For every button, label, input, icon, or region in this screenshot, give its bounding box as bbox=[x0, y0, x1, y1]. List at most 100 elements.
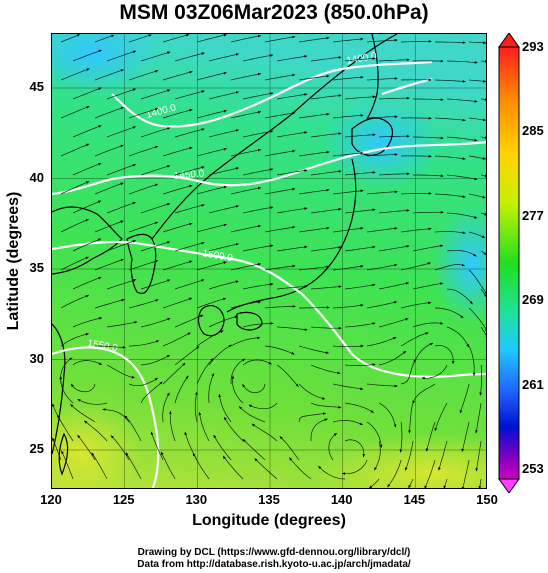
streamline-54 bbox=[128, 108, 159, 119]
streamline-113 bbox=[367, 191, 398, 195]
wind-arrowhead-165 bbox=[394, 263, 398, 267]
streamline-182 bbox=[60, 294, 89, 309]
wind-arrowhead-20 bbox=[338, 56, 342, 59]
wind-arrowhead-205 bbox=[440, 321, 444, 325]
wind-arrowhead-53 bbox=[120, 107, 124, 110]
wind-arrowhead-253 bbox=[248, 404, 252, 408]
streamline-195 bbox=[72, 317, 103, 328]
wind-arrowhead-135 bbox=[257, 224, 261, 228]
x-tick-140: 140 bbox=[330, 492, 353, 507]
wind-arrowhead-311 bbox=[478, 486, 482, 488]
streamline-120 bbox=[174, 204, 205, 214]
wind-arrowhead-287 bbox=[77, 435, 81, 439]
wind-arrowhead-113 bbox=[394, 190, 398, 194]
streamline-300 bbox=[91, 452, 108, 480]
wind-arrowhead-190 bbox=[360, 303, 364, 307]
streamline-40 bbox=[106, 88, 137, 100]
streamline-185 bbox=[162, 297, 193, 309]
lat-lon-grid bbox=[52, 34, 486, 488]
streamline-172 bbox=[174, 279, 205, 290]
streamline-170 bbox=[106, 279, 137, 290]
streamline-127 bbox=[413, 211, 444, 214]
wind-arrowhead-98 bbox=[338, 170, 342, 173]
streamline-4 bbox=[197, 34, 227, 43]
wind-arrowhead-117 bbox=[97, 200, 102, 204]
wind-arrowhead-294 bbox=[333, 433, 337, 436]
wind-arrowhead-302 bbox=[161, 451, 164, 455]
streamline-278 bbox=[223, 416, 244, 442]
wind-arrowhead-33 bbox=[326, 74, 330, 78]
wind-arrowhead-228 bbox=[337, 371, 341, 375]
streamline-268 bbox=[333, 420, 363, 426]
wind-arrowhead-48 bbox=[406, 96, 410, 100]
wind-arrowhead-173 bbox=[235, 280, 239, 284]
wind-arrowhead-0 bbox=[76, 34, 80, 37]
streamline-249 bbox=[140, 381, 163, 404]
streamline-283 bbox=[404, 440, 414, 471]
streamline-107 bbox=[162, 184, 193, 195]
streamline-53 bbox=[94, 106, 124, 119]
wind-arrowhead-172 bbox=[201, 279, 205, 282]
contour-1550 bbox=[52, 346, 160, 488]
wind-arrowhead-169 bbox=[98, 276, 102, 280]
wind-arrowhead-36 bbox=[428, 78, 432, 82]
wind-arrowhead-242 bbox=[360, 387, 364, 391]
wind-arrowhead-86 bbox=[360, 151, 364, 155]
wind-arrowhead-81 bbox=[189, 146, 193, 150]
wind-arrowhead-247 bbox=[59, 376, 63, 380]
wind-arrowhead-4 bbox=[223, 34, 227, 37]
wind-arrowhead-307 bbox=[318, 466, 322, 469]
wind-arrowhead-226 bbox=[268, 361, 272, 365]
wind-arrowhead-295 bbox=[342, 472, 346, 476]
streamline-302 bbox=[160, 451, 176, 480]
streamline-114 bbox=[401, 193, 432, 195]
wind-arrowhead-252 bbox=[231, 375, 235, 379]
wind-arrowhead-49 bbox=[440, 98, 444, 101]
streamline-76 bbox=[447, 136, 478, 141]
wind-arrowhead-104 bbox=[85, 181, 89, 184]
height-contours bbox=[52, 60, 486, 488]
streamline-130 bbox=[60, 218, 89, 233]
x-tick-125: 125 bbox=[112, 492, 135, 507]
wind-arrowhead-19 bbox=[304, 55, 308, 58]
wind-arrowhead-177 bbox=[372, 283, 376, 287]
wind-arrowhead-130 bbox=[85, 219, 89, 222]
streamline-279 bbox=[251, 423, 278, 442]
streamline-240 bbox=[242, 383, 266, 394]
x-tick-145: 145 bbox=[403, 492, 426, 507]
streamline-215 bbox=[299, 345, 329, 354]
wind-arrowhead-310 bbox=[443, 485, 447, 488]
wind-arrowhead-63 bbox=[462, 118, 466, 122]
wind-arrowhead-129 bbox=[484, 212, 486, 216]
wind-arrowhead-286 bbox=[52, 437, 55, 441]
wind-arrowhead-6 bbox=[292, 35, 296, 39]
cold-region-northwest bbox=[52, 34, 162, 94]
wind-arrowhead-50 bbox=[474, 99, 478, 103]
wind-arrowhead-91 bbox=[98, 162, 102, 166]
wind-arrowhead-273 bbox=[57, 414, 60, 418]
streamline-257 bbox=[408, 402, 414, 434]
wind-arrowhead-208 bbox=[85, 332, 89, 336]
streamline-177 bbox=[345, 284, 376, 290]
streamline-210 bbox=[129, 340, 160, 347]
wind-arrowhead-152 bbox=[406, 245, 410, 248]
wind-arrowhead-3 bbox=[186, 34, 190, 37]
wind-arrowhead-92 bbox=[132, 164, 136, 167]
streamline-105 bbox=[94, 182, 124, 195]
credit-data: Data from http://database.rish.kyoto-u.a… bbox=[137, 559, 411, 570]
streamline-304 bbox=[222, 455, 244, 480]
streamline-166 bbox=[401, 262, 431, 271]
streamline-93 bbox=[140, 165, 171, 176]
streamline-281 bbox=[344, 439, 365, 458]
wind-arrowhead-217 bbox=[393, 337, 397, 340]
streamline-230 bbox=[379, 350, 407, 366]
streamline-289 bbox=[150, 431, 164, 461]
streamline-266 bbox=[238, 406, 266, 423]
streamline-133 bbox=[162, 222, 193, 233]
streamline-162 bbox=[265, 265, 296, 271]
wind-arrowhead-58 bbox=[292, 111, 296, 115]
streamline-148 bbox=[243, 244, 274, 252]
streamline-3 bbox=[162, 34, 190, 43]
wind-arrowhead-214 bbox=[291, 351, 295, 355]
streamline-21 bbox=[345, 58, 376, 62]
